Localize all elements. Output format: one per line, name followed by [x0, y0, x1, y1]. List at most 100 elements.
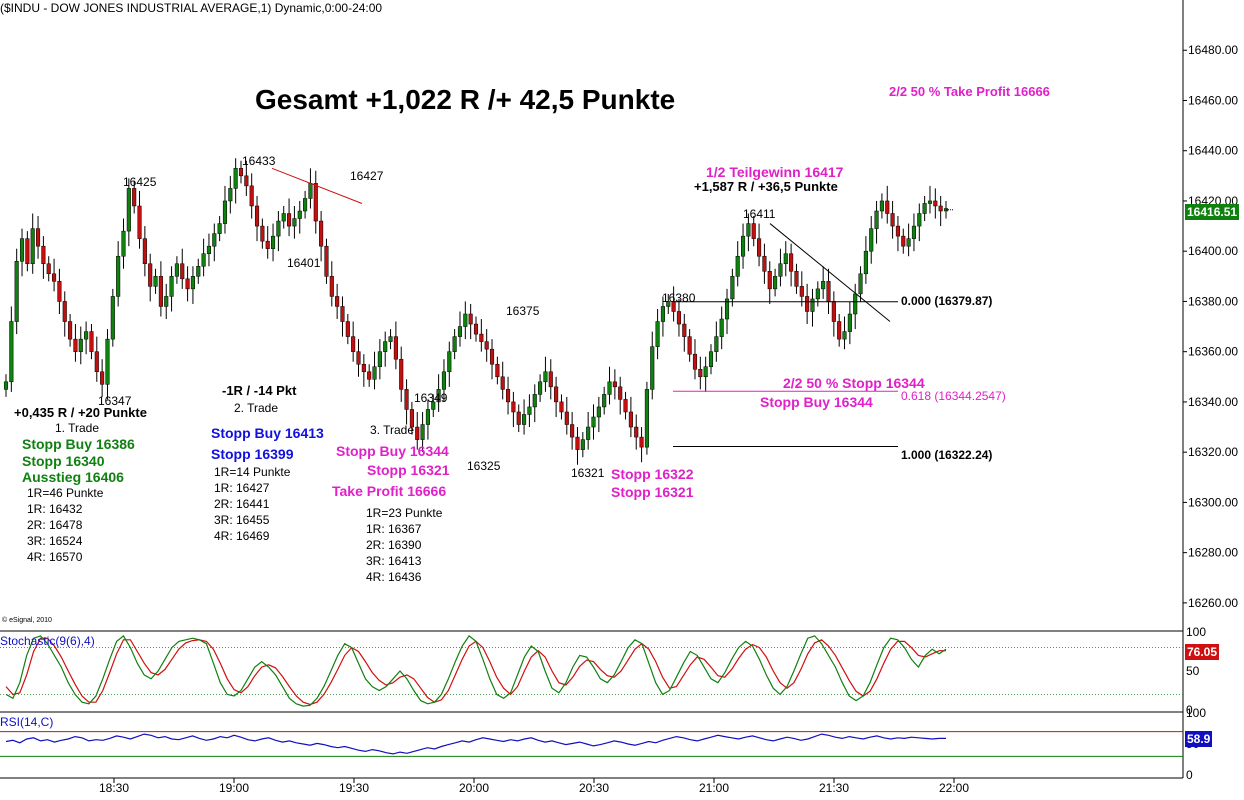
candle-body	[361, 363, 366, 373]
candle-body	[142, 238, 147, 265]
candle-body	[137, 205, 142, 239]
candle-body	[692, 353, 698, 370]
candle-body	[628, 411, 633, 428]
rsi-last-tag: 58.9	[1185, 731, 1213, 747]
candle-body	[879, 200, 884, 212]
candle-body	[917, 213, 922, 227]
candle-body	[303, 198, 308, 212]
y-tick-label: 16380.00	[1188, 294, 1238, 308]
candle-body	[719, 318, 724, 337]
candle-body	[666, 301, 671, 307]
candle-body	[837, 321, 842, 340]
candle-body	[158, 276, 163, 307]
candle-body	[190, 276, 195, 290]
candle-body	[730, 276, 735, 300]
candle-body	[543, 371, 548, 383]
trade3-r-size: 1R=23 Punkte	[366, 506, 443, 520]
candle-body	[164, 296, 169, 307]
price-label: 16425	[123, 175, 157, 189]
copyright: © eSignal, 2010	[2, 617, 52, 624]
x-tick-label: 18:30	[99, 781, 129, 795]
fib-level-0: 0.000 (16379.87)	[901, 294, 993, 308]
stoch-tick-label: 50	[1186, 664, 1200, 678]
candle-body	[516, 411, 521, 425]
candle-body	[265, 240, 270, 249]
candle-body	[180, 263, 185, 280]
rsi-panel	[0, 731, 1183, 757]
candle-body	[388, 336, 393, 342]
x-tick-label: 19:00	[219, 781, 249, 795]
candle-body	[644, 389, 649, 448]
price-label: 16433	[242, 154, 276, 168]
candle-body	[292, 218, 297, 227]
candle-body	[885, 200, 890, 214]
stoch-last-tag: 76.05	[1185, 644, 1220, 660]
candle-body	[52, 273, 57, 282]
candle-body	[858, 273, 863, 295]
candle-body	[335, 296, 340, 307]
x-tick-label: 22:00	[939, 781, 969, 795]
candle-body	[634, 426, 639, 438]
price-label: 16427	[350, 169, 384, 183]
stoch-k-line	[5, 635, 947, 707]
trade3-stopp: Stopp 16321	[367, 462, 450, 478]
candle-body	[404, 389, 409, 410]
candle-body	[249, 185, 254, 207]
candle-body	[121, 230, 126, 257]
trade2-result: -1R / -14 Pkt	[222, 383, 297, 398]
trade1-target-1r: 1R: 16432	[27, 502, 83, 516]
candle-body	[847, 313, 852, 332]
trade3-name: 3. Trade	[370, 423, 415, 437]
candle-body	[270, 235, 276, 249]
trade2-r-size: 1R=14 Punkte	[214, 465, 291, 479]
candle-body	[735, 255, 740, 277]
price-label: 16380	[662, 291, 696, 305]
candle-body	[554, 386, 559, 403]
candle-body	[377, 351, 382, 368]
x-tick-label: 20:00	[459, 781, 489, 795]
candle-body	[174, 263, 179, 277]
note-stopp-half: 2/2 50 % Stopp 16344	[783, 375, 925, 391]
candle-body	[895, 225, 900, 237]
candle-body	[206, 245, 212, 254]
rsi-tick-label: 0	[1186, 768, 1193, 782]
trade2-target-2r: 2R: 16441	[214, 497, 270, 511]
candle-body	[345, 321, 350, 337]
note-teilgewinn-result: +1,587 R / +36,5 Punkte	[694, 179, 838, 194]
candle-body	[110, 296, 115, 340]
candle-body	[447, 351, 452, 373]
candle-body	[367, 371, 372, 380]
candle-body	[586, 426, 591, 440]
candle-body	[618, 386, 623, 400]
candle-body	[714, 336, 719, 352]
candle-body	[933, 200, 938, 207]
trade3-target-4r: 4R: 16436	[366, 570, 422, 584]
candle-body	[826, 281, 831, 302]
candle-body	[62, 301, 67, 322]
candle-body	[30, 228, 35, 265]
candle-body	[570, 424, 575, 438]
candle-body	[35, 228, 41, 247]
price-label: 16411	[743, 207, 776, 221]
candle-body	[591, 416, 596, 428]
candle-body	[650, 346, 655, 390]
candle-body	[73, 338, 78, 352]
trade1-stopp: Stopp 16340	[22, 453, 105, 469]
candle-body	[762, 255, 767, 272]
candle-body	[612, 381, 617, 388]
candle-body	[100, 371, 105, 385]
x-tick-label: 21:00	[699, 781, 729, 795]
candle-body	[254, 205, 260, 227]
candle-body	[564, 411, 569, 425]
candle-body	[890, 213, 895, 227]
candle-body	[89, 331, 94, 352]
candle-body	[393, 336, 398, 360]
trade3-take-profit: Take Profit 16666	[332, 483, 447, 499]
price-label: 16321	[571, 466, 605, 480]
note-stopp-buy: Stopp Buy 16344	[760, 394, 873, 410]
candle-body	[773, 276, 778, 290]
candle-body	[660, 306, 665, 322]
candle-body	[639, 436, 644, 448]
y-tick-label: 16280.00	[1188, 546, 1238, 560]
trade2-stopp: Stopp 16399	[211, 446, 294, 462]
